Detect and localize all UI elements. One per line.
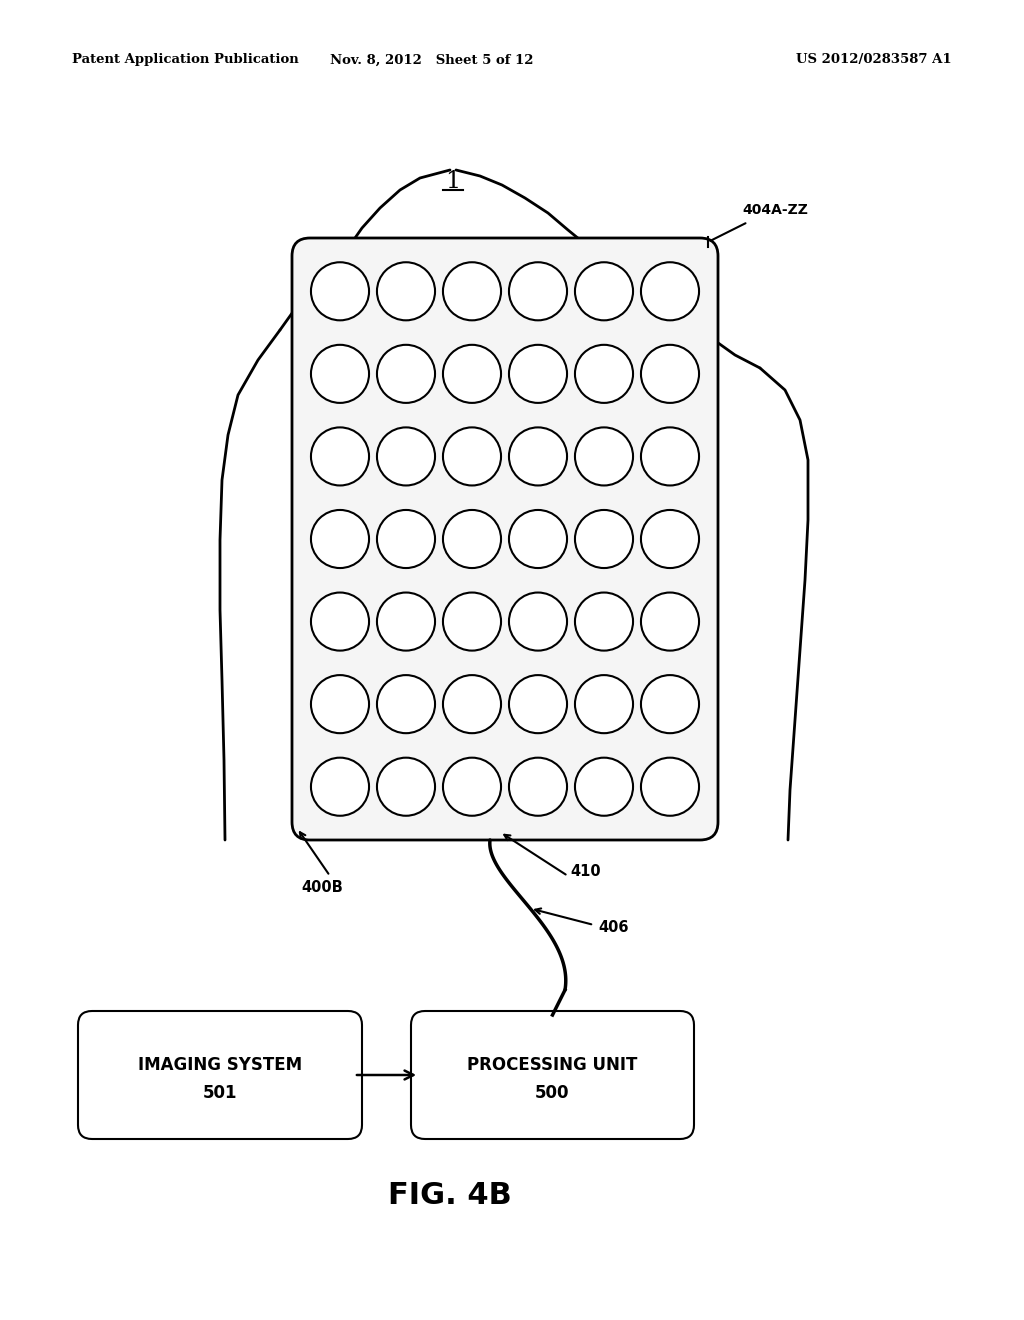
- Circle shape: [377, 758, 435, 816]
- Circle shape: [443, 593, 501, 651]
- Circle shape: [443, 428, 501, 486]
- Text: 410: 410: [570, 865, 601, 879]
- Text: 500: 500: [536, 1084, 569, 1102]
- Circle shape: [641, 345, 699, 403]
- Circle shape: [311, 675, 369, 733]
- Text: Nov. 8, 2012   Sheet 5 of 12: Nov. 8, 2012 Sheet 5 of 12: [331, 54, 534, 66]
- Circle shape: [574, 263, 633, 321]
- Circle shape: [509, 510, 567, 568]
- Circle shape: [377, 593, 435, 651]
- Text: US 2012/0283587 A1: US 2012/0283587 A1: [797, 54, 952, 66]
- Circle shape: [574, 593, 633, 651]
- Circle shape: [311, 345, 369, 403]
- Text: 1: 1: [445, 170, 461, 194]
- Circle shape: [377, 428, 435, 486]
- Circle shape: [509, 758, 567, 816]
- Circle shape: [509, 263, 567, 321]
- Circle shape: [443, 758, 501, 816]
- Circle shape: [574, 758, 633, 816]
- Text: Patent Application Publication: Patent Application Publication: [72, 54, 299, 66]
- Text: FIG. 4B: FIG. 4B: [388, 1180, 512, 1209]
- Circle shape: [641, 510, 699, 568]
- Circle shape: [311, 428, 369, 486]
- Circle shape: [443, 345, 501, 403]
- Circle shape: [574, 675, 633, 733]
- Circle shape: [509, 593, 567, 651]
- Circle shape: [311, 593, 369, 651]
- Circle shape: [641, 263, 699, 321]
- FancyBboxPatch shape: [78, 1011, 362, 1139]
- Circle shape: [377, 263, 435, 321]
- Circle shape: [641, 428, 699, 486]
- Circle shape: [443, 675, 501, 733]
- Circle shape: [574, 428, 633, 486]
- Circle shape: [377, 345, 435, 403]
- Circle shape: [377, 510, 435, 568]
- Circle shape: [377, 675, 435, 733]
- FancyBboxPatch shape: [411, 1011, 694, 1139]
- Circle shape: [311, 758, 369, 816]
- Circle shape: [509, 345, 567, 403]
- Circle shape: [311, 263, 369, 321]
- Circle shape: [641, 593, 699, 651]
- Circle shape: [574, 345, 633, 403]
- FancyBboxPatch shape: [292, 238, 718, 840]
- Circle shape: [509, 675, 567, 733]
- Circle shape: [311, 510, 369, 568]
- Circle shape: [641, 675, 699, 733]
- Text: IMAGING SYSTEM: IMAGING SYSTEM: [138, 1056, 302, 1074]
- Text: 406: 406: [598, 920, 629, 936]
- Circle shape: [574, 510, 633, 568]
- Circle shape: [443, 263, 501, 321]
- Circle shape: [443, 510, 501, 568]
- Text: 404A-ZZ: 404A-ZZ: [742, 203, 808, 216]
- Text: 501: 501: [203, 1084, 238, 1102]
- Text: 400B: 400B: [301, 880, 343, 895]
- Circle shape: [509, 428, 567, 486]
- Circle shape: [641, 758, 699, 816]
- Text: PROCESSING UNIT: PROCESSING UNIT: [467, 1056, 638, 1074]
